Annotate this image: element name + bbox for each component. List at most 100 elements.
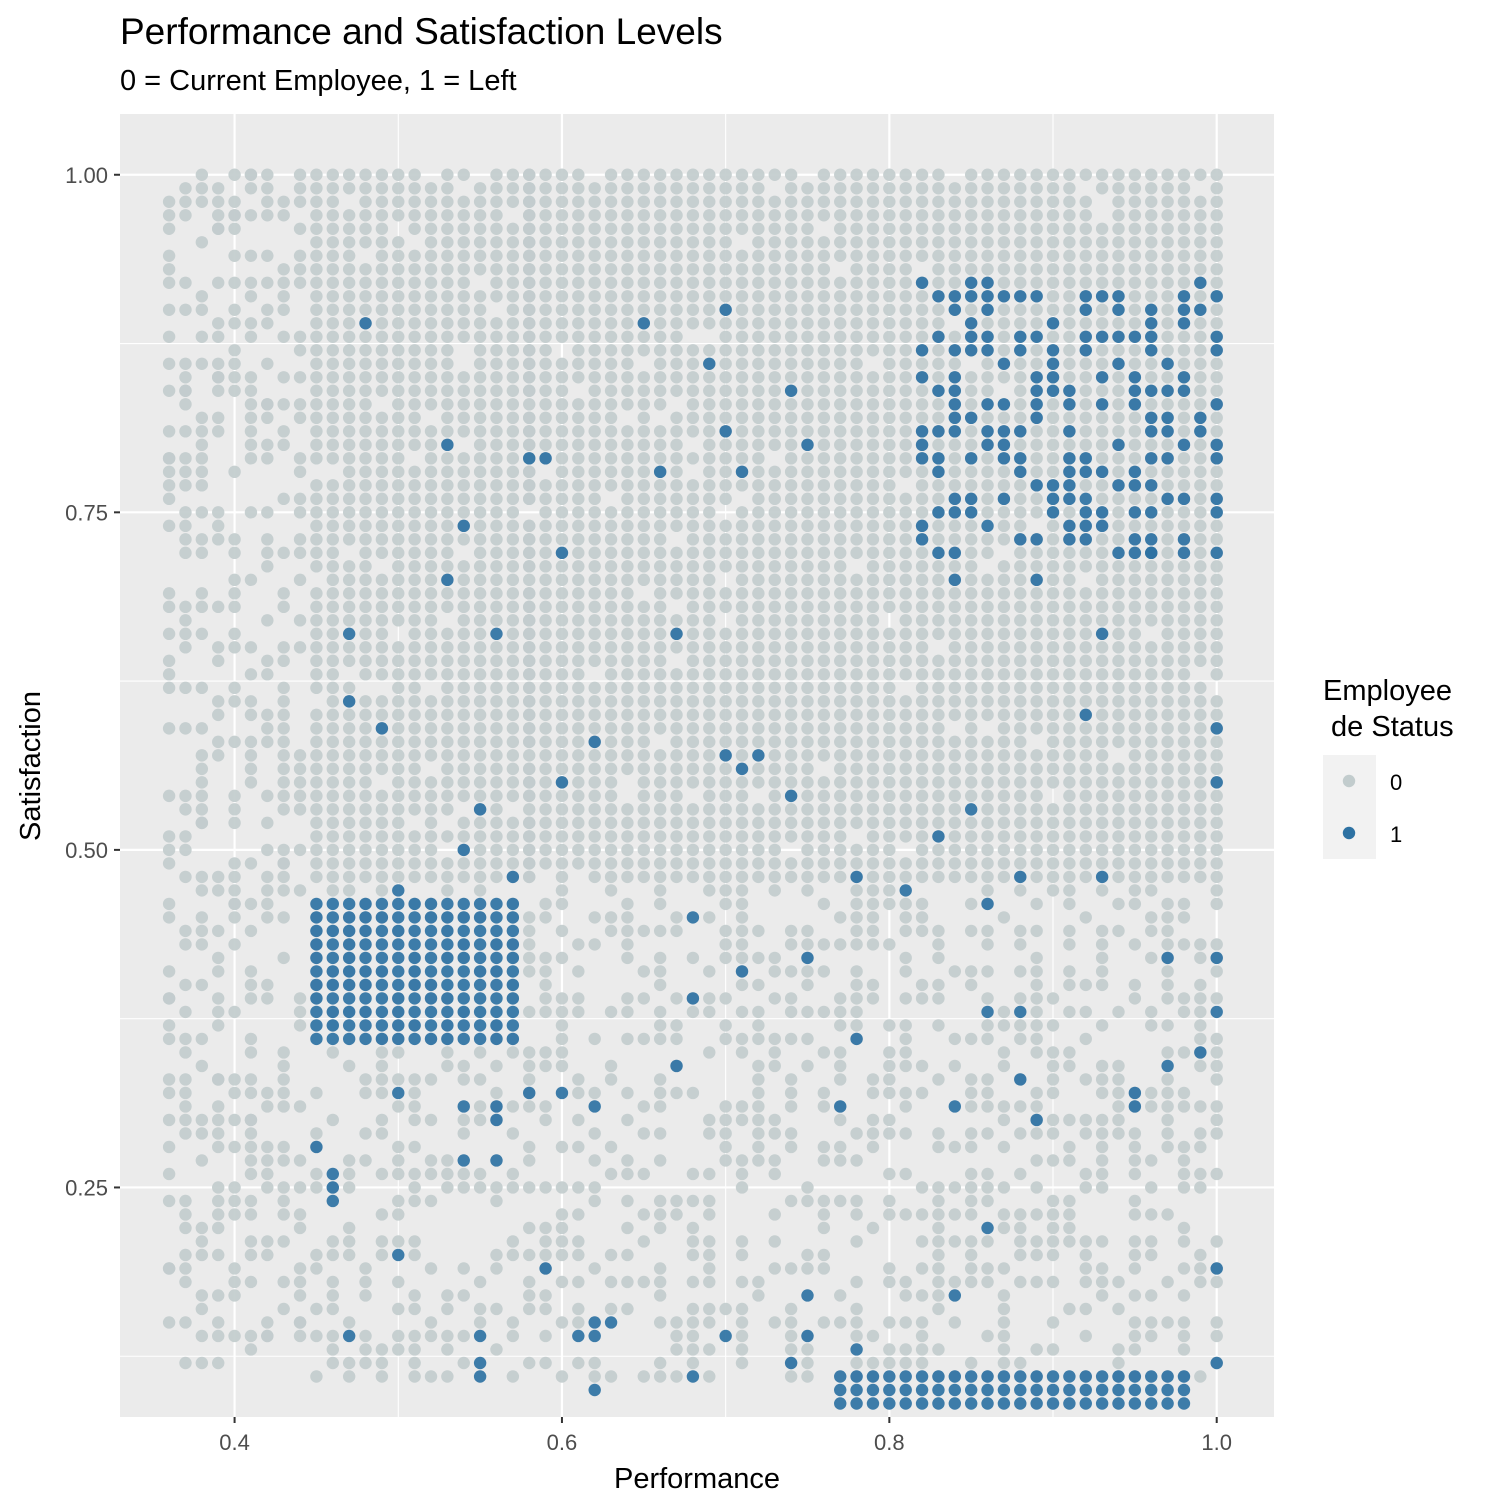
point-current: [375, 1167, 389, 1181]
point-current: [932, 263, 945, 276]
point-current: [834, 371, 847, 384]
point-current: [359, 614, 372, 627]
point-left: [473, 1032, 487, 1046]
point-current: [817, 843, 831, 857]
point-current: [932, 168, 945, 181]
point-current: [719, 735, 732, 749]
point-current: [244, 1208, 258, 1221]
point-current: [686, 519, 700, 533]
point-current: [1030, 965, 1043, 978]
point-current: [817, 695, 831, 708]
point-current: [719, 236, 732, 249]
point-current: [310, 398, 323, 411]
point-current: [670, 1370, 683, 1383]
point-current: [179, 1316, 192, 1329]
point-current: [964, 1356, 978, 1370]
point-current: [572, 222, 585, 235]
point-current: [997, 722, 1011, 735]
point-current: [834, 303, 847, 316]
point-current: [1095, 641, 1109, 654]
point-current: [703, 303, 716, 316]
point-current: [490, 735, 503, 749]
point-current: [342, 1167, 356, 1181]
point-current: [899, 749, 912, 762]
point-current: [653, 830, 667, 843]
point-current: [490, 195, 503, 208]
point-current: [801, 317, 814, 330]
point-current: [637, 452, 651, 465]
point-current: [899, 249, 912, 262]
point-current: [310, 317, 323, 330]
point-current: [817, 857, 831, 870]
point-current: [784, 398, 798, 411]
point-current: [637, 1275, 651, 1289]
point-current: [817, 492, 831, 506]
point-left: [1161, 1370, 1174, 1383]
point-current: [228, 1113, 241, 1127]
point-current: [1063, 1208, 1076, 1221]
point-current: [1128, 1208, 1142, 1221]
point-left: [948, 506, 962, 519]
point-current: [915, 398, 929, 411]
point-current: [424, 587, 438, 600]
point-current: [375, 627, 389, 641]
point-current: [1145, 1329, 1158, 1343]
point-current: [277, 1181, 290, 1194]
point-current: [883, 1059, 896, 1073]
point-current: [473, 870, 487, 884]
point-current: [604, 735, 618, 749]
point-current: [834, 938, 847, 951]
point-left: [1112, 479, 1125, 492]
point-current: [1030, 452, 1043, 465]
point-left: [1063, 452, 1076, 465]
point-current: [424, 222, 438, 235]
point-current: [1161, 992, 1174, 1005]
point-left: [342, 1019, 356, 1032]
point-left: [883, 1397, 896, 1410]
point-current: [768, 803, 781, 816]
point-current: [670, 236, 683, 249]
point-left: [1030, 330, 1043, 343]
point-current: [523, 843, 536, 857]
point-current: [883, 371, 896, 384]
point-current: [899, 209, 912, 222]
point-current: [277, 195, 290, 208]
point-left: [670, 627, 683, 641]
point-current: [1046, 735, 1060, 749]
point-current: [948, 830, 962, 843]
point-current: [342, 641, 356, 654]
point-current: [1145, 789, 1158, 803]
point-current: [1095, 951, 1109, 965]
point-current: [850, 330, 863, 343]
point-current: [1194, 816, 1207, 830]
point-current: [752, 236, 765, 249]
point-current: [883, 411, 896, 425]
point-current: [981, 452, 994, 465]
point-current: [310, 1167, 323, 1181]
point-current: [735, 1329, 749, 1343]
point-current: [637, 803, 651, 816]
point-current: [981, 1019, 994, 1032]
point-current: [375, 438, 389, 452]
point-current: [1145, 1316, 1158, 1329]
point-current: [490, 695, 503, 708]
point-current: [850, 168, 863, 181]
point-current: [506, 398, 520, 411]
point-current: [604, 857, 618, 870]
point-current: [326, 182, 339, 195]
point-current: [1210, 614, 1223, 627]
point-current: [506, 573, 520, 587]
point-current: [637, 870, 651, 884]
point-left: [1161, 951, 1174, 965]
point-current: [244, 384, 258, 398]
point-current: [932, 438, 945, 452]
point-current: [768, 492, 781, 506]
point-current: [212, 182, 225, 195]
point-current: [653, 1005, 667, 1019]
point-current: [604, 722, 618, 735]
point-current: [964, 560, 978, 573]
point-current: [293, 1289, 307, 1302]
point-current: [686, 1356, 700, 1370]
point-current: [883, 627, 896, 641]
point-current: [1046, 1248, 1060, 1262]
